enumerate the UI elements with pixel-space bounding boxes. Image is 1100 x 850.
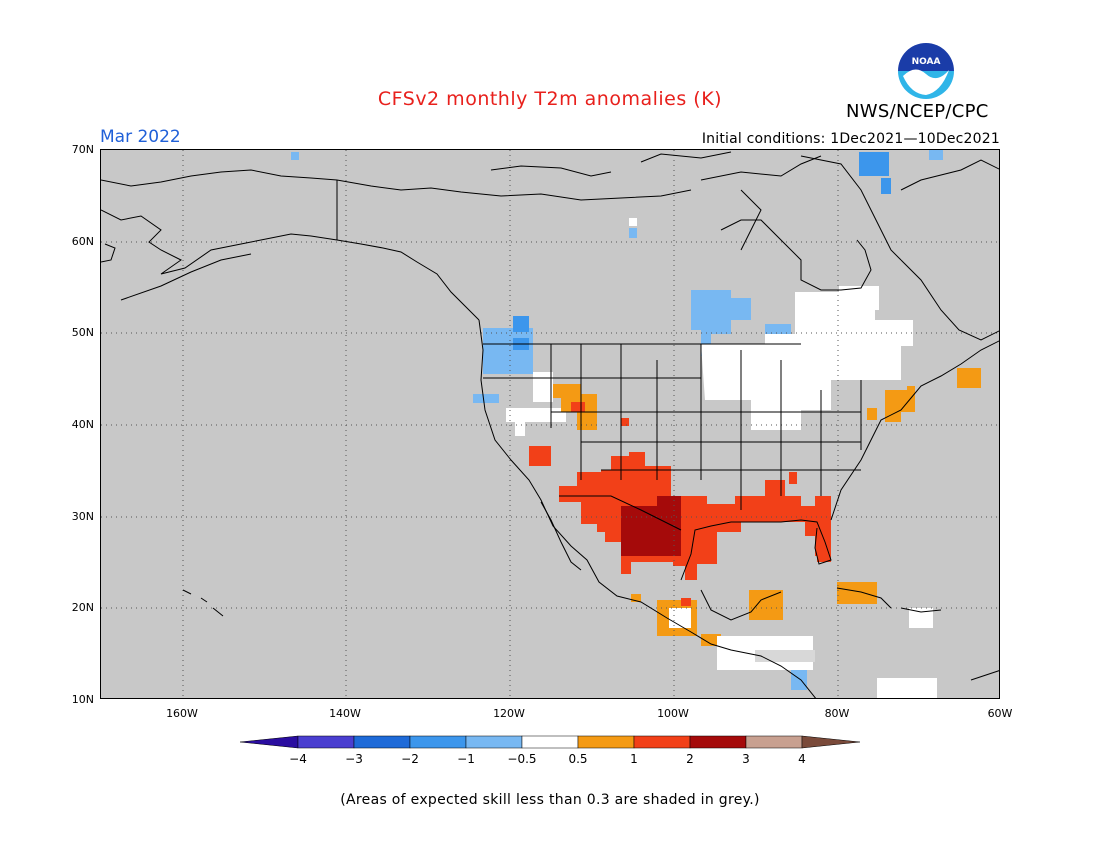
colorbar-tick-label: 0.5 — [568, 752, 588, 766]
patch-arctic-blue — [291, 152, 299, 160]
noaa-logo: NOAA — [895, 40, 957, 102]
political-borders — [483, 343, 862, 531]
lat-label: 20N — [71, 601, 94, 614]
patch-canada-blue-2 — [629, 228, 637, 238]
lon-label: 100W — [657, 707, 689, 720]
initial-conditions: Initial conditions: 1Dec2021—10Dec2021 — [701, 131, 1000, 147]
patch-centam-blue — [791, 670, 807, 690]
coastlines — [101, 151, 999, 698]
colorbar-swatch — [745, 735, 803, 749]
lon-label: 160W — [166, 707, 198, 720]
patch-tx-darkred — [621, 506, 681, 556]
patch-pr-white — [909, 608, 933, 628]
colorbar-swatch — [801, 735, 861, 749]
patch-pnw-blue — [483, 328, 533, 374]
patch-pnw-blue-3 — [473, 394, 499, 403]
colorbar-swatch — [577, 735, 635, 749]
patch-south-red — [559, 452, 831, 580]
patch-sa-white — [877, 678, 937, 698]
patch-mx-white — [669, 608, 691, 628]
colorbar-swatch — [633, 735, 691, 749]
patch-tx-darkred-2 — [657, 496, 681, 510]
colorbar-swatch — [689, 735, 747, 749]
colorbar-swatch — [239, 735, 299, 749]
lon-label: 80W — [824, 707, 850, 720]
patch-ne-orange — [885, 386, 915, 422]
colorbar-swatches — [239, 735, 861, 749]
colorbar-tick-label: 3 — [742, 752, 750, 766]
patch-kentucky-red — [789, 472, 797, 484]
patch-cuba-orange — [837, 582, 877, 604]
colorbar-tick-label: −2 — [401, 752, 419, 766]
patch-quebec-blue — [881, 178, 891, 194]
colorbar-tick-label: 1 — [630, 752, 638, 766]
map-title: CFSv2 monthly T2m anomalies (K) — [377, 88, 723, 110]
colorbar-swatch — [409, 735, 467, 749]
patch-pnw-blue-2 — [513, 316, 529, 332]
footnote: (Areas of expected skill less than 0.3 a… — [340, 792, 760, 808]
lat-label: 30N — [71, 510, 94, 523]
colorbar-swatch — [521, 735, 579, 749]
lon-label: 60W — [987, 707, 1013, 720]
patch-nw-white — [533, 372, 553, 402]
colorbar-tick-label: 4 — [798, 752, 806, 766]
patch-sw-red — [529, 446, 551, 466]
patch-fl-red — [815, 496, 831, 556]
patch-ontario-blue-2 — [765, 324, 791, 334]
patch-idaho-red — [571, 402, 585, 412]
org-label: NWS/NCEP/CPC — [846, 101, 989, 122]
patch-mx-orange-2 — [631, 594, 641, 602]
colorbar-tick-label: −0.5 — [507, 752, 537, 766]
patch-hudson-blue — [859, 152, 889, 176]
colorbar-tick-label: −1 — [457, 752, 475, 766]
lat-label: 50N — [71, 326, 94, 339]
lon-label: 120W — [493, 707, 525, 720]
patch-nj-orange — [867, 408, 877, 420]
anomaly-map — [101, 150, 999, 698]
patch-nv-red — [621, 418, 629, 426]
colorbar-tick-label: 2 — [686, 752, 694, 766]
patch-ca-white — [515, 418, 525, 436]
patch-canada-blue-1 — [629, 218, 637, 226]
patch-yucatan-orange — [749, 590, 783, 620]
patch-mx-red — [681, 598, 691, 606]
colorbar-swatch — [297, 735, 355, 749]
patch-ontario-blue — [691, 290, 751, 356]
patch-ne-blue — [929, 150, 943, 160]
map-panel — [100, 149, 1000, 699]
lat-label: 10N — [71, 693, 94, 706]
patch-mx-orange-3 — [701, 634, 721, 646]
forecast-month: Mar 2022 — [100, 127, 181, 147]
lon-label: 140W — [329, 707, 361, 720]
anomaly-patches — [291, 150, 981, 698]
noaa-logo-text: NOAA — [912, 57, 941, 67]
patch-centam-grey — [755, 650, 815, 662]
lat-label: 40N — [71, 418, 94, 431]
lat-label: 60N — [71, 235, 94, 248]
patch-maritime-orange — [957, 368, 981, 388]
lat-label: 70N — [71, 143, 94, 156]
colorbar-swatch — [465, 735, 523, 749]
colorbar — [239, 734, 862, 754]
colorbar-swatch — [353, 735, 411, 749]
colorbar-tick-label: −4 — [289, 752, 307, 766]
colorbar-tick-label: −3 — [345, 752, 363, 766]
